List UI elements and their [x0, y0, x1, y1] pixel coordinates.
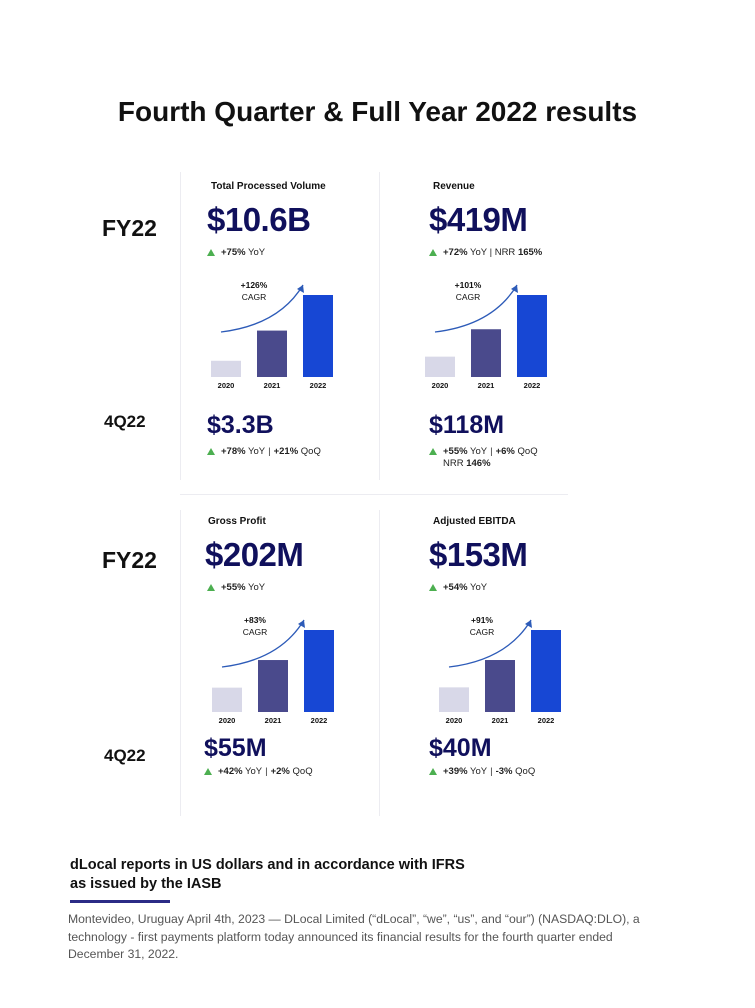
q-growth: +78% YoY | +21% QoQ [207, 446, 321, 458]
row-label-fy: FY22 [102, 215, 157, 241]
q-nrr: NRR 146% [443, 458, 491, 469]
bar-chart: 2020 2021 2022 +83% CAGR [212, 615, 334, 725]
bar-2022 [517, 295, 547, 377]
bar-year-label: 2022 [310, 381, 327, 390]
growth-arrow-curve [434, 284, 518, 333]
fy-growth: +55% YoY [207, 582, 265, 593]
q-value: $3.3B [207, 411, 274, 439]
growth-arrow-curve [221, 619, 305, 668]
bar-chart: 2020 2021 2022 +91% CAGR [439, 615, 561, 725]
growth-arrow-curve [448, 619, 532, 668]
q-growth: +42% YoY | +2% QoQ [204, 766, 313, 778]
cagr-value: +101% [455, 280, 482, 290]
bar-year-label: 2021 [478, 381, 495, 390]
press-release-paragraph: Montevideo, Uruguay April 4th, 2023 — DL… [68, 912, 640, 961]
panel-gross-profit: Gross Profit $202M +55% YoY 2020 2021 2022… [204, 516, 408, 826]
up-triangle-icon [429, 584, 437, 591]
panel-revenue: Revenue $419M +72% YoY | NRR 165% 2020 20… [425, 181, 633, 491]
up-triangle-icon [429, 249, 437, 256]
fy-value: $202M [205, 536, 304, 573]
bar-year-label: 2021 [265, 716, 282, 725]
bar-year-label: 2021 [264, 381, 281, 390]
bar-2020 [211, 360, 241, 377]
fy-value: $419M [429, 201, 528, 238]
cagr-label: CAGR [456, 292, 481, 302]
arrow-head-icon [525, 620, 532, 628]
q-value: $118M [429, 411, 505, 439]
report-heading: dLocal reports in US dollars and in acco… [70, 857, 465, 892]
panel-adjusted-ebitda: Adjusted EBITDA $153M +54% YoY 2020 2021 2… [429, 516, 633, 826]
cagr-value: +91% [471, 615, 493, 625]
bar-year-label: 2022 [538, 716, 555, 725]
cagr-label: CAGR [242, 292, 267, 302]
panel-title: Adjusted EBITDA [433, 516, 516, 527]
bar-year-label: 2022 [524, 381, 541, 390]
arrow-head-icon [511, 285, 518, 293]
bar-chart: 2020 2021 2022 +101% CAGR [425, 280, 547, 390]
bar-year-label: 2020 [432, 381, 449, 390]
up-triangle-icon [429, 768, 437, 775]
q-value: $40M [429, 734, 492, 762]
divider [180, 494, 568, 495]
bar-2021 [485, 660, 515, 712]
up-triangle-icon [429, 448, 437, 455]
bar-2020 [212, 687, 242, 712]
cagr-label: CAGR [243, 627, 268, 637]
fy-growth: +75% YoY [207, 247, 265, 258]
bar-chart: 2020 2021 2022 +126% CAGR [211, 280, 333, 390]
fy-growth: +72% YoY | NRR 165% [429, 247, 542, 258]
page-title: Fourth Quarter & Full Year 2022 results [117, 96, 638, 127]
fy-value: $10.6B [207, 201, 311, 238]
bar-2020 [439, 687, 469, 712]
bar-year-label: 2022 [311, 716, 328, 725]
up-triangle-icon [207, 584, 215, 591]
fy-growth: +54% YoY [429, 582, 487, 593]
up-triangle-icon [204, 768, 212, 775]
q-growth: +55% YoY | +6% QoQ [429, 446, 538, 458]
up-triangle-icon [207, 448, 215, 455]
bar-2022 [304, 630, 334, 712]
bar-year-label: 2020 [218, 381, 235, 390]
divider [379, 510, 380, 816]
bar-2021 [258, 660, 288, 712]
row-label-fy: FY22 [102, 547, 157, 573]
q-growth: +39% YoY | -3% QoQ [429, 766, 535, 778]
up-triangle-icon [207, 249, 215, 256]
bar-year-label: 2020 [446, 716, 463, 725]
row-label-q: 4Q22 [104, 412, 146, 431]
bar-2022 [531, 630, 561, 712]
panel-title: Total Processed Volume [211, 181, 326, 192]
bar-2022 [303, 295, 333, 377]
arrow-head-icon [297, 285, 304, 293]
panel-title: Gross Profit [208, 516, 266, 527]
divider [180, 172, 181, 480]
divider [379, 172, 380, 480]
cagr-value: +126% [241, 280, 268, 290]
bar-2020 [425, 356, 455, 377]
cagr-label: CAGR [470, 627, 495, 637]
bar-year-label: 2020 [219, 716, 236, 725]
fy-value: $153M [429, 536, 528, 573]
growth-arrow-curve [220, 284, 304, 333]
bar-2021 [257, 330, 287, 377]
q-value: $55M [204, 734, 267, 762]
arrow-head-icon [298, 620, 305, 628]
heading-underline [70, 900, 170, 903]
panel-title: Revenue [433, 181, 475, 192]
bar-year-label: 2021 [492, 716, 509, 725]
bar-2021 [471, 329, 501, 377]
panel-total-processed-volume: Total Processed Volume $10.6B +75% YoY 2… [207, 181, 411, 491]
row-label-q: 4Q22 [104, 746, 146, 765]
cagr-value: +83% [244, 615, 266, 625]
divider [180, 510, 181, 816]
